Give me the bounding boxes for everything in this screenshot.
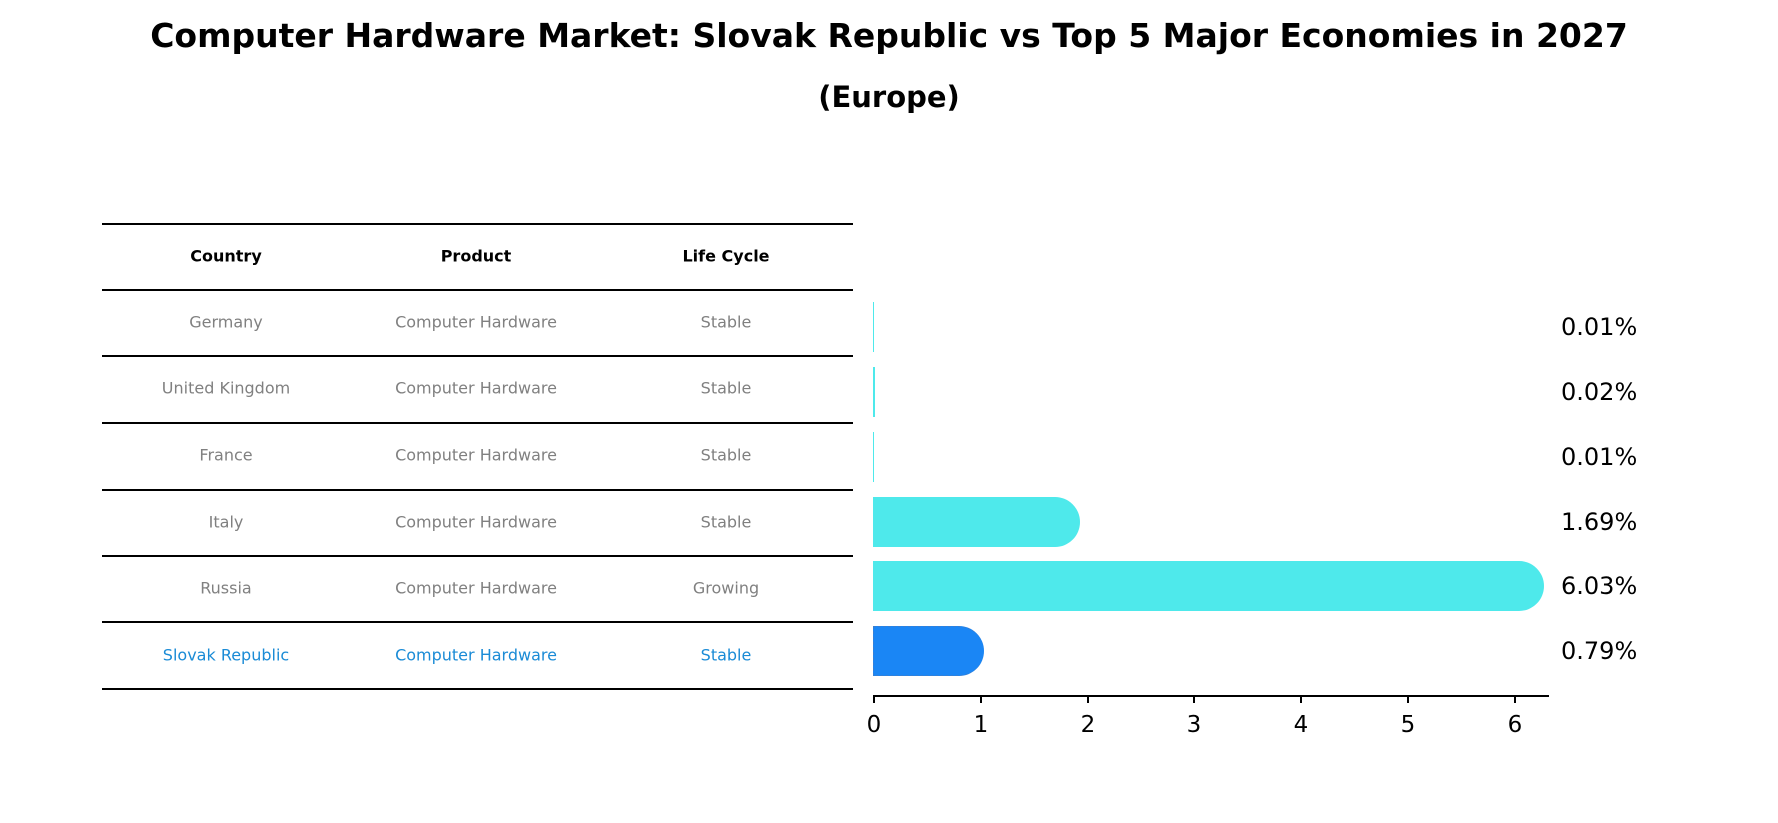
cell-life-cycle: Stable	[700, 312, 752, 332]
cell-life-cycle-highlight: Stable	[700, 645, 752, 665]
x-tick-label: 3	[1186, 712, 1202, 738]
cell-product: Computer Hardware	[395, 378, 557, 398]
value-label-russia: 6.03%	[1561, 572, 1638, 600]
header-product: Product	[440, 246, 512, 266]
cell-country: France	[199, 445, 253, 465]
x-tick	[1514, 695, 1516, 703]
cell-life-cycle: Growing	[692, 578, 760, 598]
bar-slovak-republic	[873, 626, 984, 676]
x-tick-label: 4	[1293, 712, 1309, 738]
cell-country-highlight: Slovak Republic	[162, 645, 290, 665]
table-rule	[102, 688, 853, 690]
x-axis	[873, 695, 1549, 697]
cell-product-highlight: Computer Hardware	[395, 645, 557, 665]
table-rule	[102, 555, 853, 557]
value-label-germany: 0.01%	[1561, 313, 1638, 341]
x-tick	[980, 695, 982, 703]
bar-france	[873, 432, 874, 482]
cell-country: Russia	[200, 578, 252, 598]
table-rule	[102, 223, 853, 225]
cell-product: Computer Hardware	[395, 445, 557, 465]
chart-title: Computer Hardware Market: Slovak Republi…	[150, 16, 1628, 55]
table-rule	[102, 489, 853, 491]
table-rule	[102, 289, 853, 291]
x-tick	[873, 695, 875, 703]
x-tick-label: 2	[1080, 712, 1096, 738]
value-label-italy: 1.69%	[1561, 508, 1638, 536]
x-tick-label: 0	[866, 712, 882, 738]
cell-country: Germany	[189, 312, 263, 332]
table-rule	[102, 422, 853, 424]
value-label-slovak-republic: 0.79%	[1561, 637, 1638, 665]
x-tick	[1407, 695, 1409, 703]
table-rule	[102, 355, 853, 357]
cell-life-cycle: Stable	[700, 378, 752, 398]
x-tick-label: 1	[973, 712, 989, 738]
x-tick-label: 5	[1400, 712, 1416, 738]
bar-germany	[873, 302, 874, 352]
bar-italy	[873, 497, 1080, 547]
cell-life-cycle: Stable	[700, 512, 752, 532]
x-tick	[1087, 695, 1089, 703]
header-country: Country	[190, 246, 262, 266]
cell-product: Computer Hardware	[395, 312, 557, 332]
x-tick	[1300, 695, 1302, 703]
x-tick	[1193, 695, 1195, 703]
bar-united-kingdom	[873, 367, 875, 417]
table-rule	[102, 621, 853, 623]
bar-russia	[873, 561, 1544, 611]
value-label-france: 0.01%	[1561, 443, 1638, 471]
value-label-united-kingdom: 0.02%	[1561, 378, 1638, 406]
cell-country: Italy	[208, 512, 244, 532]
cell-country: United Kingdom	[161, 378, 291, 398]
chart-subtitle: (Europe)	[818, 80, 960, 114]
cell-product: Computer Hardware	[395, 512, 557, 532]
header-life-cycle: Life Cycle	[682, 246, 770, 266]
cell-life-cycle: Stable	[700, 445, 752, 465]
cell-product: Computer Hardware	[395, 578, 557, 598]
x-tick-label: 6	[1507, 712, 1523, 738]
